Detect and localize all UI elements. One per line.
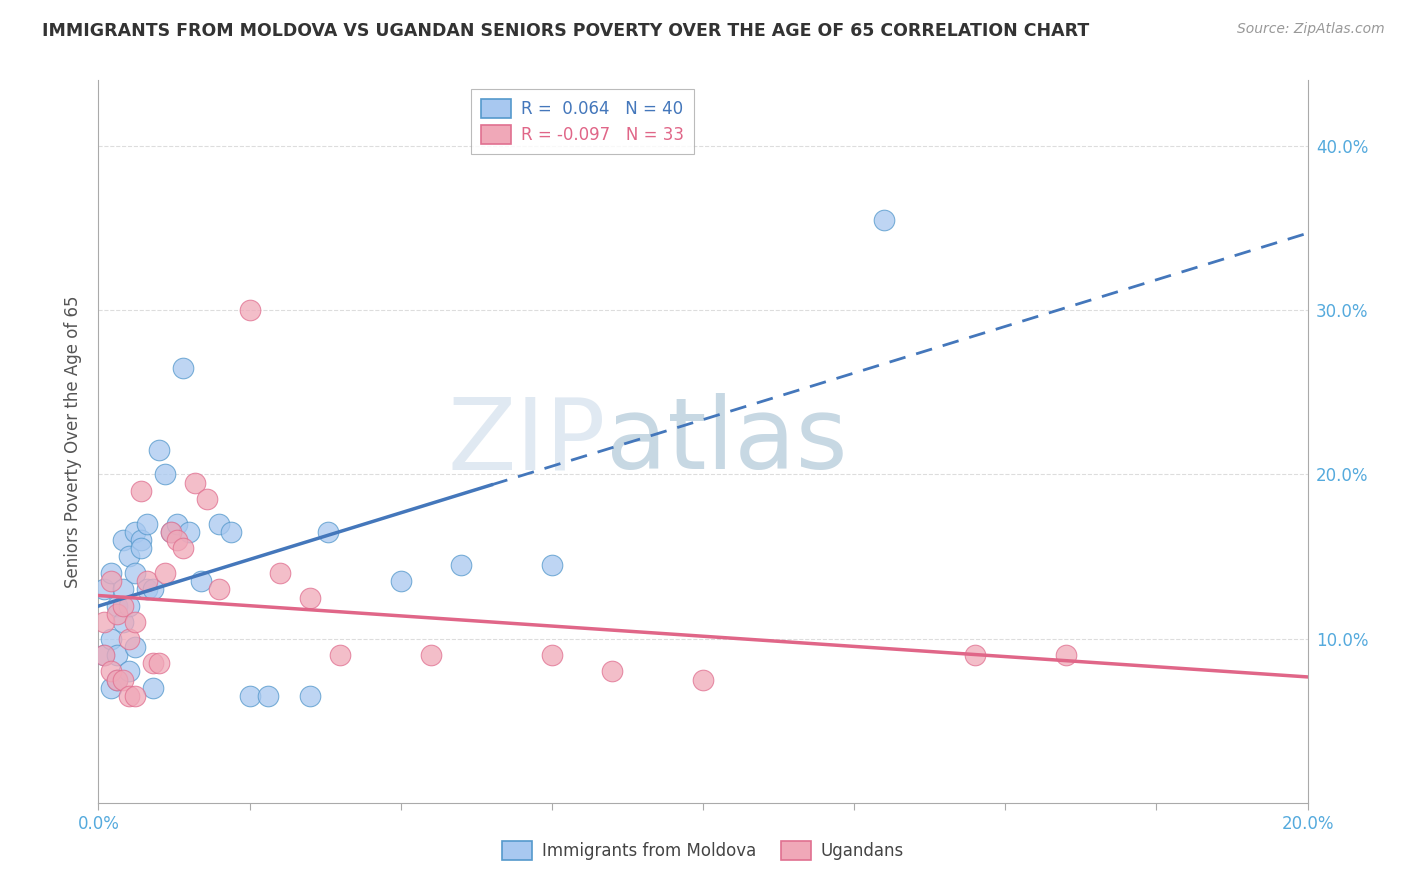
Point [269, 566, 291, 580]
Point [124, 615, 146, 630]
Point [93, 615, 115, 630]
Point [124, 640, 146, 654]
Point [142, 657, 165, 671]
Point [299, 689, 322, 703]
Point [100, 574, 122, 588]
Point [179, 524, 201, 539]
Point [93, 582, 115, 597]
Point [160, 524, 183, 539]
Point [540, 558, 562, 572]
Point [118, 632, 141, 646]
Point [190, 574, 212, 588]
Text: ZIP: ZIP [449, 393, 606, 490]
Point [111, 673, 134, 687]
Point [105, 648, 128, 662]
Y-axis label: Seniors Poverty Over the Age of 65: Seniors Poverty Over the Age of 65 [65, 295, 83, 588]
Point [172, 360, 194, 375]
Point [602, 665, 624, 679]
Point [153, 467, 176, 482]
Point [93, 648, 115, 662]
Point [100, 665, 122, 679]
Point [118, 549, 141, 564]
Point [129, 483, 152, 498]
Point [329, 648, 352, 662]
Point [166, 516, 188, 531]
Point [316, 524, 339, 539]
Point [166, 533, 188, 547]
Point [299, 591, 322, 605]
Point [221, 524, 243, 539]
Point [692, 673, 714, 687]
Legend: Immigrants from Moldova, Ugandans: Immigrants from Moldova, Ugandans [495, 834, 911, 867]
Point [111, 582, 134, 597]
Point [100, 566, 122, 580]
Point [208, 582, 231, 597]
Point [208, 516, 231, 531]
Point [239, 303, 262, 318]
Point [111, 615, 134, 630]
Text: atlas: atlas [606, 393, 848, 490]
Text: Source: ZipAtlas.com: Source: ZipAtlas.com [1237, 22, 1385, 37]
Point [142, 681, 165, 695]
Point [129, 533, 152, 547]
Point [111, 599, 134, 613]
Point [118, 665, 141, 679]
Point [100, 681, 122, 695]
Point [256, 689, 278, 703]
Point [184, 475, 207, 490]
Point [118, 689, 141, 703]
Point [105, 673, 128, 687]
Point [124, 689, 146, 703]
Point [93, 648, 115, 662]
Point [873, 212, 896, 227]
Point [135, 516, 157, 531]
Point [105, 599, 128, 613]
Point [148, 442, 170, 457]
Point [172, 541, 194, 556]
Point [135, 574, 157, 588]
Point [100, 632, 122, 646]
Point [420, 648, 443, 662]
Point [1054, 648, 1077, 662]
Point [450, 558, 472, 572]
Text: IMMIGRANTS FROM MOLDOVA VS UGANDAN SENIORS POVERTY OVER THE AGE OF 65 CORRELATIO: IMMIGRANTS FROM MOLDOVA VS UGANDAN SENIO… [42, 22, 1090, 40]
Point [239, 689, 262, 703]
Point [540, 648, 562, 662]
Point [135, 582, 157, 597]
Point [111, 533, 134, 547]
Point [389, 574, 412, 588]
Point [129, 541, 152, 556]
Point [148, 657, 170, 671]
Point [153, 566, 176, 580]
Point [105, 673, 128, 687]
Point [118, 599, 141, 613]
Point [105, 607, 128, 621]
Point [124, 524, 146, 539]
Point [160, 524, 183, 539]
Point [124, 566, 146, 580]
Point [965, 648, 987, 662]
Point [142, 582, 165, 597]
Point [195, 491, 218, 506]
